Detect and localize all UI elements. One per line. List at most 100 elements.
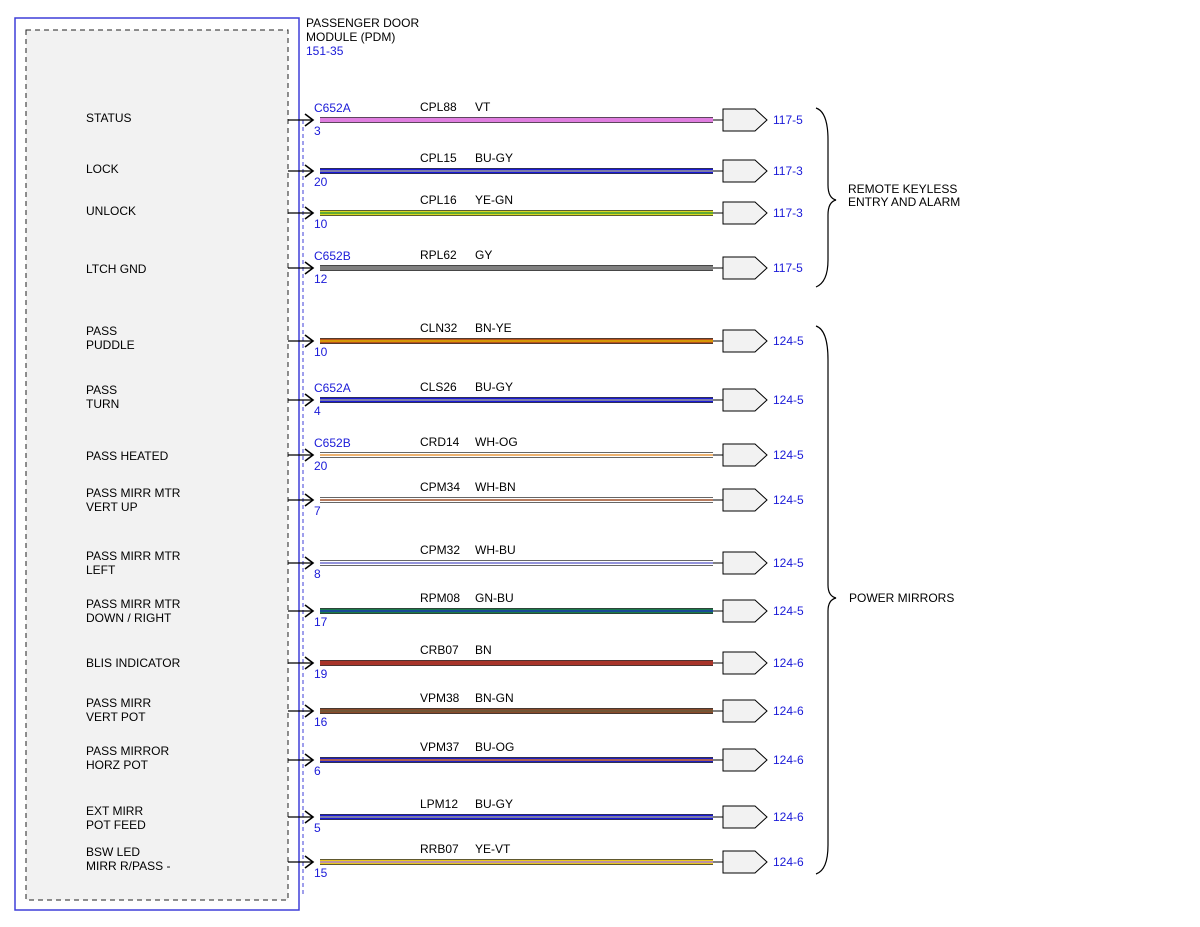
circuit-cpl15-pin-arrow-icon (304, 164, 315, 178)
circuit-cln32-label-line2: PUDDLE (86, 338, 135, 352)
circuit-cpm32-label-line2: LEFT (86, 563, 116, 577)
circuit-crb07-pin-arrow-icon (304, 656, 315, 670)
circuit-crb07-offpage-connector-icon (722, 651, 768, 675)
circuit-cpl88-page-ref: 117-5 (773, 113, 803, 127)
circuit-cpm34-pin-number: 7 (314, 504, 321, 518)
circuit-vpm38-circuit-id: VPM38 (420, 691, 460, 705)
circuit-crb07-color-code: BN (475, 643, 492, 657)
circuit-vpm37-label-line2: HORZ POT (86, 758, 149, 772)
circuit-cls26-pin-number: 4 (314, 404, 321, 418)
circuit-vpm38-label-line2: VERT POT (86, 710, 146, 724)
circuit-rpl62-color-code: GY (475, 248, 492, 262)
circuit-vpm37-offpage-connector-icon (722, 748, 768, 772)
circuit-cln32-page-ref: 124-5 (773, 334, 804, 348)
circuit-crd14-pin-number: 20 (314, 459, 328, 473)
circuit-cpm32-circuit-id: CPM32 (420, 543, 460, 557)
circuit-crd14-page-ref: 124-5 (773, 448, 804, 462)
circuit-cln32-color-code: BN-YE (475, 321, 512, 335)
circuit-crb07-pin-number: 19 (314, 667, 328, 681)
circuit-rrb07-page-ref: 124-6 (773, 855, 804, 869)
circuit-cln32-circuit-id: CLN32 (420, 321, 458, 335)
circuit-rpm08-color-code: GN-BU (475, 591, 514, 605)
circuit-lpm12-circuit-id: LPM12 (420, 797, 458, 811)
circuit-crd14-pin-arrow-icon (304, 448, 315, 462)
circuit-cpl15-circuit-id: CPL15 (420, 151, 457, 165)
group-label-remote-keyless-line2: ENTRY AND ALARM (848, 195, 960, 209)
circuit-vpm38-pin-number: 16 (314, 715, 328, 729)
circuit-cpl16-page-ref: 117-3 (773, 206, 803, 220)
circuit-lpm12-label-line2: POT FEED (86, 818, 146, 832)
circuit-rpl62-circuit-id: RPL62 (420, 248, 457, 262)
circuit-cpm34-color-code: WH-BN (475, 480, 516, 494)
circuit-cls26-pin-arrow-icon (304, 393, 315, 407)
circuit-crd14-connector: C652B (314, 436, 351, 450)
circuit-cpm32-label-line1: PASS MIRR MTR (86, 549, 181, 563)
circuit-lpm12-label-line1: EXT MIRR (86, 804, 143, 818)
circuit-rpm08-circuit-id: RPM08 (420, 591, 460, 605)
circuit-rpm08-pin-arrow-icon (304, 604, 315, 618)
module-name-line1: PASSENGER DOOR (306, 16, 419, 30)
circuit-cpl16-offpage-connector-icon (722, 201, 768, 225)
circuit-crd14-color-code: WH-OG (475, 435, 518, 449)
circuit-cpm34-page-ref: 124-5 (773, 493, 804, 507)
circuit-cpl15-color-code: BU-GY (475, 151, 513, 165)
circuit-crd14-offpage-connector-icon (722, 443, 768, 467)
module-name-line2: MODULE (PDM) (306, 30, 395, 44)
circuit-rpm08-page-ref: 124-5 (773, 604, 804, 618)
circuit-cpl16-pin-number: 10 (314, 217, 328, 231)
circuit-cls26-connector: C652A (314, 381, 351, 395)
circuit-rows: STATUS C652A 3 CPL88 VT 117-5 LOCK 20 CPL15 BU-GY… (86, 100, 804, 880)
circuit-cpl15-pin-number: 20 (314, 175, 328, 189)
circuit-rpm08-offpage-connector-icon (722, 599, 768, 623)
circuit-lpm12-color-code: BU-GY (475, 797, 513, 811)
circuit-cpm32-page-ref: 124-5 (773, 556, 804, 570)
circuit-cpl16-pin-arrow-icon (304, 206, 315, 220)
circuit-rrb07-pin-number: 15 (314, 866, 328, 880)
circuit-cpl15-label: LOCK (86, 162, 119, 176)
circuit-vpm38-label-line1: PASS MIRR (86, 696, 151, 710)
circuit-rrb07-pin-arrow-icon (304, 855, 315, 869)
circuit-cln32-pin-arrow-icon (304, 334, 315, 348)
circuit-cpl16-color-code: YE-GN (475, 193, 513, 207)
circuit-rrb07-color-code: YE-VT (475, 842, 511, 856)
circuit-cls26-offpage-connector-icon (722, 388, 768, 412)
circuit-cpl15-page-ref: 117-3 (773, 164, 803, 178)
circuit-cpl16-circuit-id: CPL16 (420, 193, 457, 207)
circuit-cpm34-offpage-connector-icon (722, 488, 768, 512)
circuit-vpm37-color-code: BU-OG (475, 740, 514, 754)
circuit-lpm12-pin-number: 5 (314, 821, 321, 835)
circuit-cls26-color-code: BU-GY (475, 380, 513, 394)
circuit-vpm37-pin-arrow-icon (304, 753, 315, 767)
circuit-rpl62-page-ref: 117-5 (773, 261, 803, 275)
circuit-cln32-offpage-connector-icon (722, 329, 768, 353)
circuit-rrb07-label-line1: BSW LED (86, 845, 140, 859)
brace-power-mirrors (815, 325, 837, 875)
circuit-cpm34-circuit-id: CPM34 (420, 480, 460, 494)
circuit-rpl62-connector: C652B (314, 249, 351, 263)
group-label-power-mirrors: POWER MIRRORS (849, 591, 954, 605)
circuit-cls26-page-ref: 124-5 (773, 393, 804, 407)
circuit-cpl88-pin-number: 3 (314, 124, 321, 138)
circuit-rpl62-pin-arrow-icon (304, 261, 315, 275)
circuit-cls26-label-line1: PASS (86, 383, 117, 397)
circuit-lpm12-pin-arrow-icon (304, 810, 315, 824)
circuit-vpm38-page-ref: 124-6 (773, 704, 804, 718)
circuit-rpl62-label: LTCH GND (86, 262, 147, 276)
circuit-cls26-label-line2: TURN (86, 397, 119, 411)
circuit-rrb07-offpage-connector-icon (722, 850, 768, 874)
circuit-vpm37-pin-number: 6 (314, 764, 321, 778)
circuit-vpm38-offpage-connector-icon (722, 699, 768, 723)
circuit-lpm12-offpage-connector-icon (722, 805, 768, 829)
circuit-rrb07-label-line2: MIRR R/PASS - (86, 859, 170, 873)
circuit-vpm37-label-line1: PASS MIRROR (86, 744, 169, 758)
circuit-lpm12-page-ref: 124-6 (773, 810, 804, 824)
circuit-crb07-label: BLIS INDICATOR (86, 656, 181, 670)
circuit-rpm08-label-line1: PASS MIRR MTR (86, 597, 181, 611)
circuit-cpl88-pin-arrow-icon (304, 113, 315, 127)
module-ref: 151-35 (306, 44, 344, 58)
module-inner-box (25, 29, 289, 901)
circuit-crb07-circuit-id: CRB07 (420, 643, 459, 657)
circuit-cpl88-offpage-connector-icon (722, 108, 768, 132)
group-label-remote-keyless-line1: REMOTE KEYLESS (848, 182, 957, 196)
